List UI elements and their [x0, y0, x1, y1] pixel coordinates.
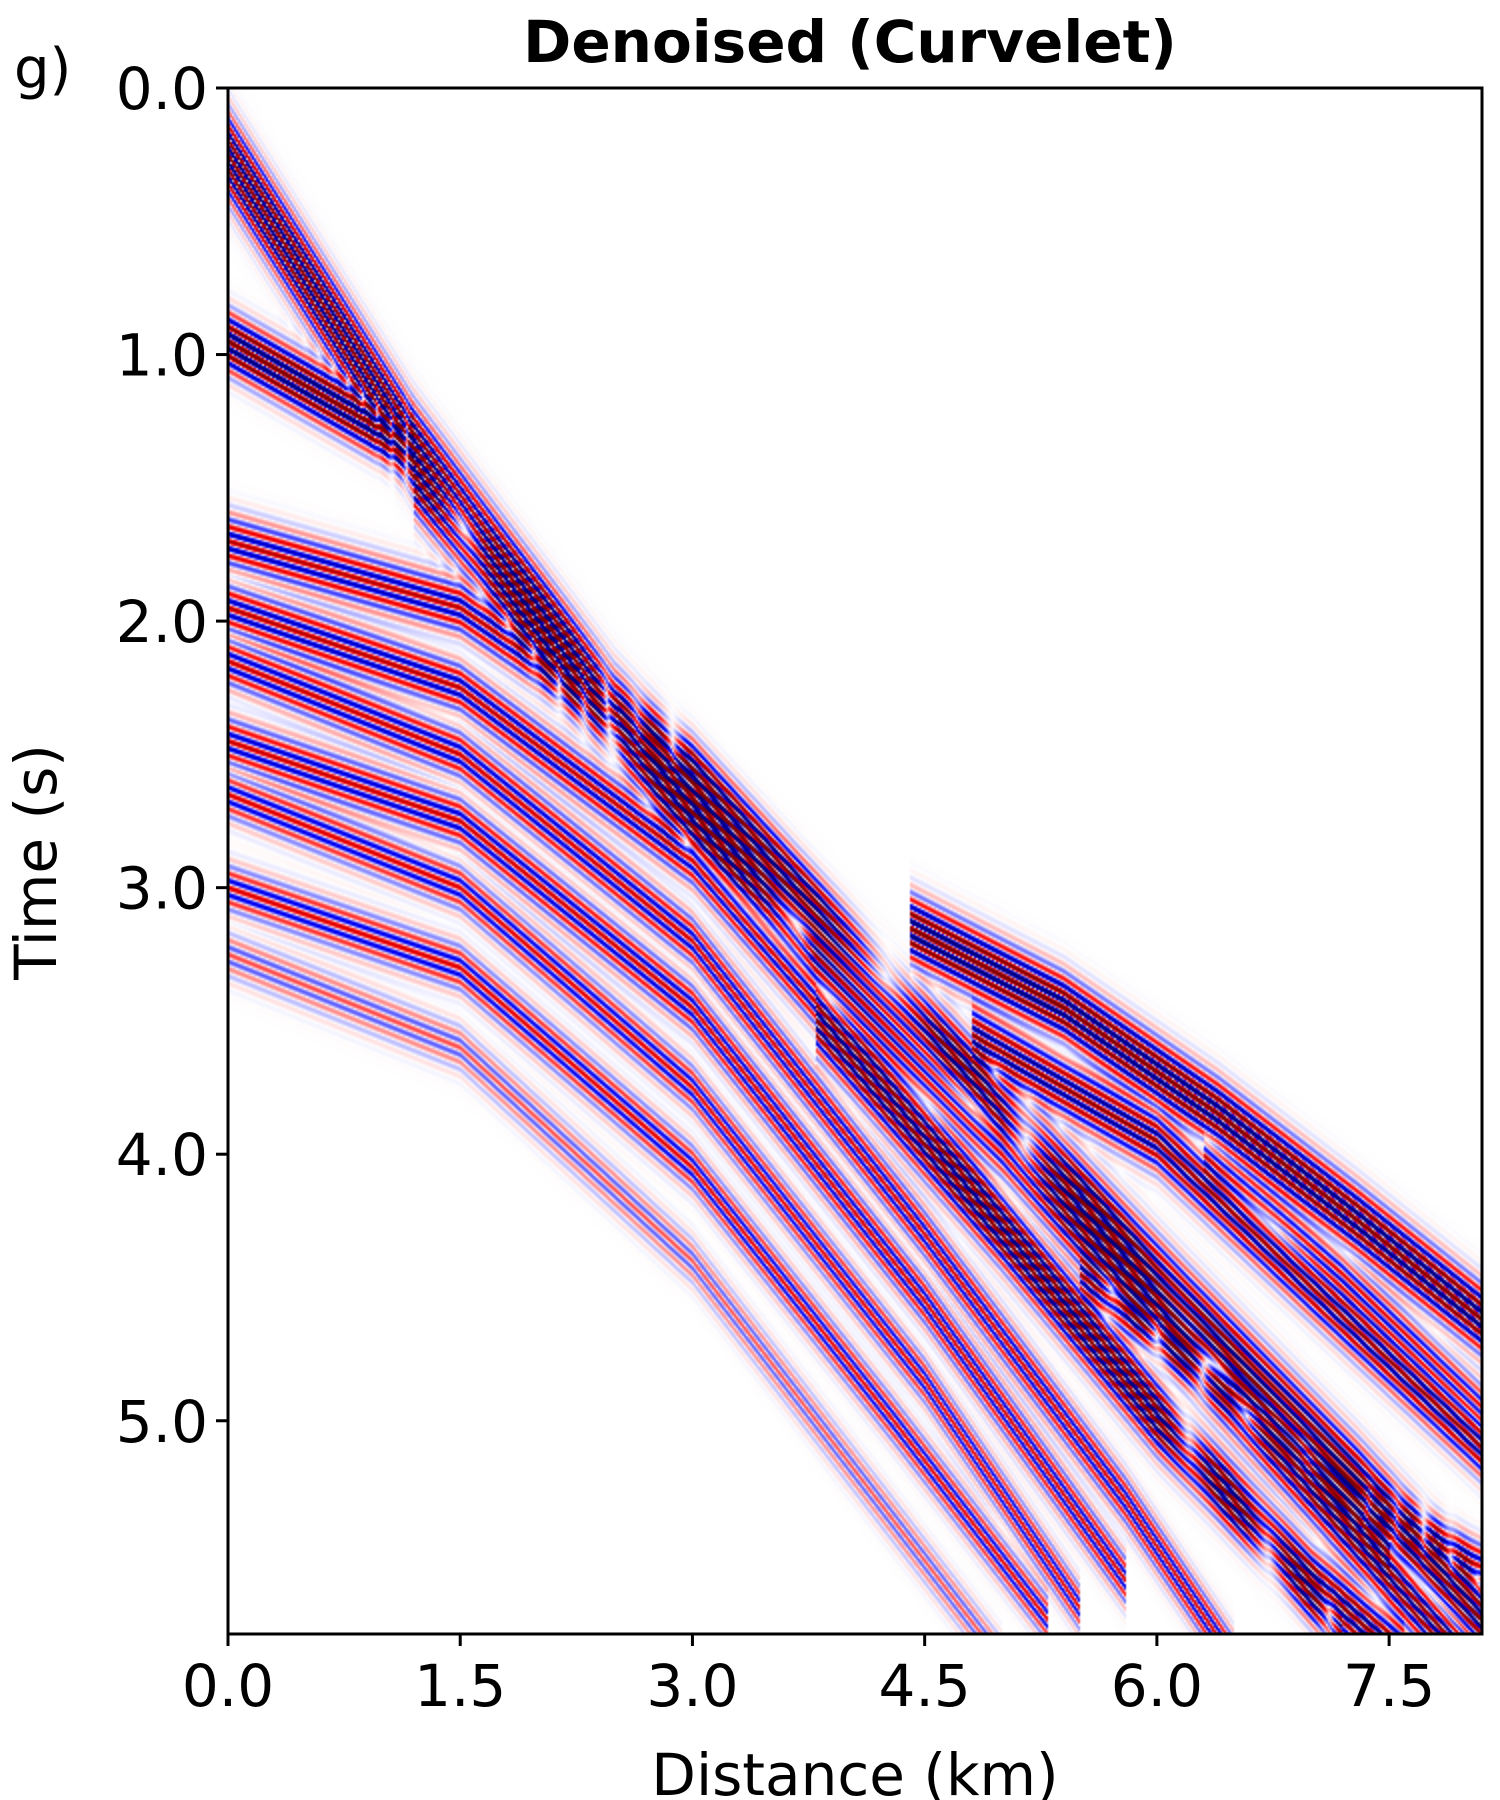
x-axis-ticks: 0.0 1.5 3.0 4.5 6.0 7.5 — [182, 1634, 1435, 1720]
x-tick-label: 7.5 — [1343, 1652, 1435, 1720]
y-tick-label: 1.0 — [116, 322, 208, 390]
y-tick-label: 3.0 — [116, 855, 208, 923]
x-tick-label: 3.0 — [646, 1652, 738, 1720]
panel-label: g) — [14, 37, 71, 102]
seismic-image-frame — [228, 88, 1482, 1634]
y-tick-label: 5.0 — [116, 1388, 208, 1456]
y-tick-label: 4.0 — [116, 1121, 208, 1189]
y-axis-ticks: 0.0 1.0 2.0 3.0 4.0 5.0 — [116, 55, 228, 1456]
x-tick-label: 0.0 — [182, 1652, 274, 1720]
y-axis-label: Time (s) — [2, 744, 70, 981]
x-tick-label: 6.0 — [1111, 1652, 1203, 1720]
x-axis-label: Distance (km) — [651, 1741, 1058, 1800]
y-tick-label: 2.0 — [116, 588, 208, 656]
y-tick-label: 0.0 — [116, 55, 208, 123]
x-tick-label: 1.5 — [414, 1652, 506, 1720]
plot-frame — [226, 86, 1484, 1636]
chart-title: Denoised (Curvelet) — [523, 8, 1177, 76]
seismic-heatmap — [228, 88, 1482, 1634]
x-tick-label: 4.5 — [879, 1652, 971, 1720]
